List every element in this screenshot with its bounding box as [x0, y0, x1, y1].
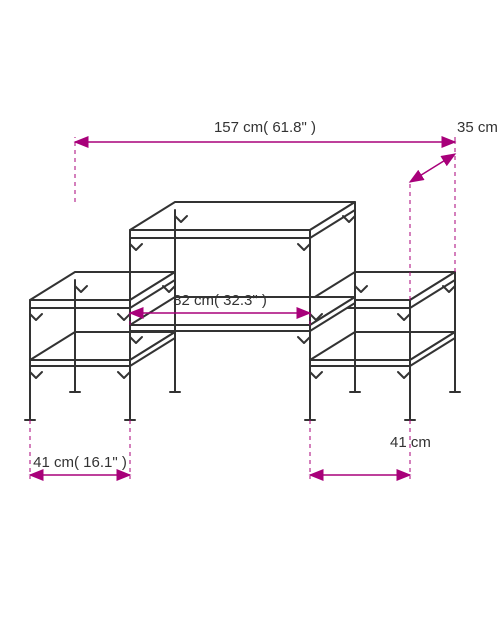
dim-total-width: 157 cm( 61.8" )	[214, 119, 316, 136]
dim-right-width: 41 cm	[390, 434, 431, 451]
dim-depth: 35 cm	[457, 119, 498, 136]
dim-center-width: 82 cm( 32.3" )	[173, 292, 267, 309]
dim-left-width: 41 cm( 16.1" )	[33, 454, 127, 471]
